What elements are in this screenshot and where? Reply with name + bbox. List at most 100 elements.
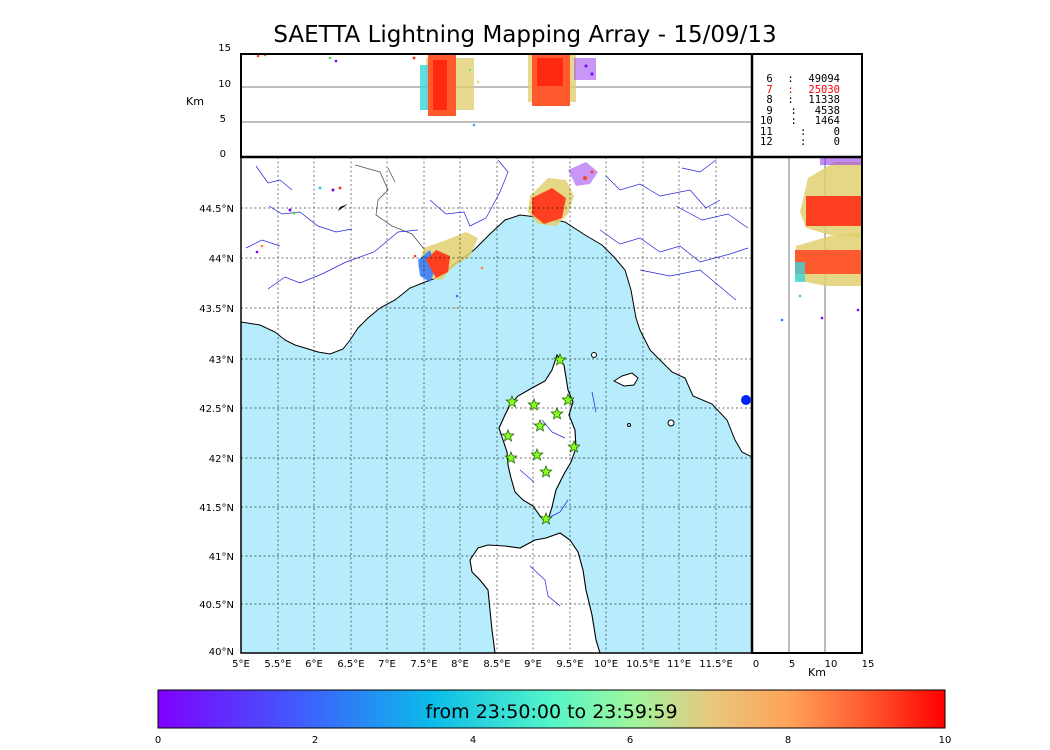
side-tick-0: 0 <box>753 659 759 670</box>
longitude-ticks: 5°E 5.5°E 6°E 6.5°E 7°E 7.5°E 8°E 8.5°E … <box>232 659 733 670</box>
station-count-row: 9: 4538 <box>760 104 840 117</box>
side-tick-15: 15 <box>862 659 875 670</box>
alt-tick-0: 0 <box>220 149 226 160</box>
lat-tick: 41.5°N <box>199 503 234 514</box>
lat-tick: 42.5°N <box>199 404 234 415</box>
lon-tick: 7°E <box>378 659 396 670</box>
station-level: 12 <box>760 136 773 148</box>
station-level: 7 <box>760 83 773 96</box>
lon-tick: 5°E <box>232 659 250 670</box>
sardinia-island <box>469 532 601 653</box>
scatter-points <box>255 186 459 298</box>
station-count: 4538 <box>814 104 840 117</box>
lon-tick: 7.5°E <box>410 659 437 670</box>
lake-marker <box>741 395 751 405</box>
latitude-ticks: 44.5°N 44°N 43.5°N 43°N 42.5°N 42°N 41.5… <box>199 204 234 658</box>
mainland-landmass <box>241 157 752 458</box>
station-count: 1464 <box>814 115 840 127</box>
station-count: 25030 <box>808 83 840 96</box>
lon-tick: 11°E <box>667 659 691 670</box>
station-count-row: 7: 25030 <box>760 83 840 96</box>
lat-tick: 41°N <box>209 552 234 563</box>
station-count: 0 <box>833 125 840 138</box>
lat-tick: 44°N <box>209 254 234 265</box>
station-count-row: 8: 11338 <box>760 95 840 106</box>
side-x-label: Km <box>808 666 826 679</box>
station-star-marker <box>550 406 564 420</box>
lat-tick: 40°N <box>209 647 234 658</box>
lat-tick: 42°N <box>209 454 234 465</box>
lon-tick: 6.5°E <box>337 659 364 670</box>
separator: : <box>787 73 794 85</box>
map-panel <box>240 156 753 654</box>
lon-tick: 6°E <box>305 659 323 670</box>
altitude-cluster-east <box>528 54 596 106</box>
side-cluster-south <box>780 232 862 322</box>
lon-tick: 11.5°E <box>699 659 733 670</box>
lat-tick: 43.5°N <box>199 304 234 315</box>
station-count-row: 10: 1464 <box>760 116 840 127</box>
separator: : <box>790 104 797 117</box>
separator: : <box>790 115 797 127</box>
separator: : <box>787 94 794 106</box>
side-altitude-panel <box>241 155 863 654</box>
lma-stations <box>501 352 581 525</box>
station-count: 11338 <box>808 94 840 106</box>
station-star-marker <box>561 392 575 406</box>
station-level: 6 <box>760 73 773 85</box>
altitude-y-label: Km <box>186 95 204 108</box>
station-star-marker <box>567 439 581 453</box>
lon-tick: 5.5°E <box>264 659 291 670</box>
side-cluster-north <box>800 157 862 238</box>
station-star-marker <box>530 447 544 461</box>
station-star-marker <box>504 450 518 464</box>
station-star-marker <box>553 352 567 366</box>
colorbar: 0 2 4 6 8 10 <box>155 689 952 746</box>
lon-tick: 10.5°E <box>626 659 660 670</box>
chart-title: SAETTA Lightning Mapping Array - 15/09/1… <box>273 22 777 48</box>
side-tick-5: 5 <box>789 659 795 670</box>
separator: : <box>800 125 807 138</box>
alt-tick-5: 5 <box>220 114 226 125</box>
elba-island <box>612 372 639 387</box>
station-count-row: 6: 49094 <box>760 74 840 85</box>
colorbar-tick: 2 <box>312 735 318 746</box>
altitude-scatter <box>241 54 752 127</box>
lightning-cluster-genoa <box>528 162 598 226</box>
altitude-panel <box>240 53 863 158</box>
lon-tick: 8.5°E <box>483 659 510 670</box>
separator: : <box>787 83 794 96</box>
altitude-cluster-west <box>412 54 480 127</box>
lat-tick: 43°N <box>209 355 234 366</box>
station-star-marker <box>539 511 553 525</box>
station-count: 49094 <box>808 73 840 85</box>
colorbar-tick: 10 <box>939 735 952 746</box>
lon-tick: 9.5°E <box>556 659 583 670</box>
lon-tick: 10°E <box>594 659 618 670</box>
station-level: 10 <box>760 115 773 127</box>
alt-tick-10: 10 <box>218 79 231 90</box>
alt-tick-15: 15 <box>218 43 231 54</box>
station-level: 9 <box>760 104 773 117</box>
station-star-marker <box>505 394 519 408</box>
side-x-ticks: 0 5 10 15 <box>753 659 875 670</box>
station-count-row: 11: 0 <box>760 125 840 138</box>
lon-tick: 9°E <box>524 659 542 670</box>
station-level: 11 <box>760 125 773 138</box>
station-count: 0 <box>833 136 840 148</box>
station-star-marker <box>501 428 515 442</box>
station-count-table: 6:49094 7:25030 8:11338 9:4538 10:1464 11:… <box>760 74 840 148</box>
station-star-marker <box>539 464 553 478</box>
altitude-y-ticks: 15 10 5 0 <box>218 43 231 160</box>
lat-tick: 44.5°N <box>199 204 234 215</box>
separator: : <box>800 136 807 148</box>
station-star-marker <box>533 418 547 432</box>
side-tick-10: 10 <box>825 659 838 670</box>
colorbar-tick: 6 <box>627 735 633 746</box>
station-level: 8 <box>760 94 773 106</box>
station-count-row: 12: 0 <box>760 137 840 148</box>
colorbar-label: from 23:50:00 to 23:59:59 <box>425 701 678 723</box>
station-star-marker <box>527 397 541 411</box>
lat-tick: 40.5°N <box>199 600 234 611</box>
